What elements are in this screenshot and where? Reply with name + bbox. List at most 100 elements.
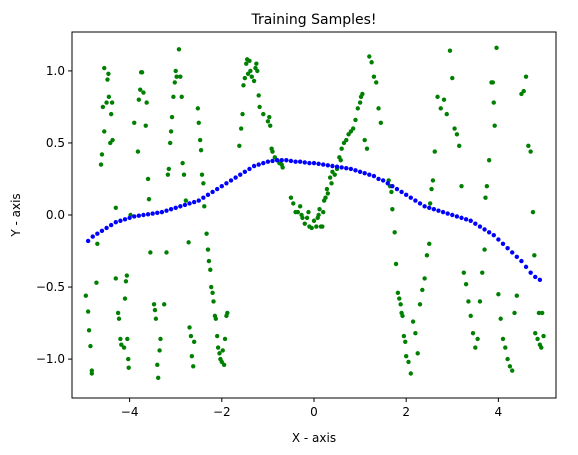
data-point [307, 160, 312, 166]
data-point [325, 163, 331, 168]
data-point [224, 181, 229, 186]
data-point [401, 333, 407, 339]
data-point [116, 316, 122, 321]
data-point [241, 83, 246, 88]
data-point [300, 215, 305, 221]
data-point [102, 65, 107, 71]
data-point [355, 106, 360, 111]
data-point [385, 181, 390, 186]
data-point [532, 253, 537, 258]
data-point [408, 195, 413, 200]
data-point [417, 302, 423, 307]
data-point [450, 212, 455, 218]
data-point [238, 126, 244, 131]
data-point [325, 191, 331, 196]
data-point [466, 299, 471, 304]
data-point [376, 106, 381, 111]
data-point [95, 231, 100, 236]
data-point [330, 163, 335, 169]
data-point [480, 270, 485, 275]
data-point [344, 137, 349, 143]
data-point [109, 100, 115, 105]
data-point [427, 201, 433, 206]
data-point [367, 54, 372, 59]
data-point [440, 209, 446, 215]
data-point [215, 186, 220, 192]
data-point [225, 310, 230, 316]
data-point [99, 228, 105, 234]
data-point [181, 172, 187, 177]
data-point [468, 218, 473, 223]
data-point [146, 196, 152, 202]
data-point [539, 345, 544, 350]
data-point [138, 87, 143, 92]
data-point [500, 336, 506, 342]
data-point [403, 339, 408, 344]
data-point [145, 176, 151, 182]
data-point [447, 48, 453, 53]
data-point [83, 293, 89, 298]
data-point [528, 149, 533, 154]
data-point [400, 313, 405, 319]
data-point [483, 195, 488, 200]
data-point [362, 137, 367, 143]
x-axis-label: X - axis [292, 431, 336, 445]
data-point [334, 164, 340, 169]
data-point [450, 75, 455, 81]
data-point [208, 267, 213, 272]
data-point [369, 60, 374, 65]
data-point [248, 68, 253, 74]
data-point [242, 75, 248, 81]
data-point [338, 158, 343, 163]
data-point [422, 204, 427, 209]
data-point [215, 333, 220, 339]
data-point [528, 270, 533, 275]
data-point [324, 186, 330, 192]
data-point [169, 114, 175, 120]
data-point [161, 302, 167, 307]
data-point [108, 222, 114, 228]
data-point [332, 172, 337, 177]
data-point [106, 94, 112, 100]
data-point [507, 364, 513, 369]
data-point [523, 264, 529, 270]
data-point [371, 173, 377, 179]
data-point [132, 120, 137, 125]
data-point [202, 204, 207, 209]
data-point [288, 158, 294, 164]
data-point [406, 359, 411, 365]
data-point [519, 258, 524, 264]
data-point [432, 149, 437, 154]
data-point [136, 213, 142, 218]
data-point [217, 351, 222, 356]
data-point [110, 137, 115, 143]
data-point [484, 183, 490, 189]
data-point [344, 165, 349, 171]
data-point [256, 93, 261, 98]
data-point [505, 245, 510, 251]
y-tick-label: 0.5 [46, 136, 65, 150]
data-point [180, 160, 185, 166]
data-point [316, 212, 321, 218]
data-point [427, 241, 432, 247]
data-point [539, 310, 545, 316]
data-point [132, 214, 137, 219]
data-point [357, 100, 363, 105]
data-point [254, 61, 259, 66]
data-point [183, 198, 189, 203]
data-point [397, 296, 402, 301]
data-point [135, 149, 141, 154]
data-point [85, 309, 91, 314]
data-point [157, 348, 162, 353]
data-point [463, 217, 469, 222]
data-point [353, 168, 358, 173]
data-point [119, 342, 124, 347]
data-point [468, 313, 473, 319]
data-point [362, 171, 367, 176]
data-point [113, 205, 118, 210]
data-point [302, 221, 307, 226]
data-point [304, 215, 310, 221]
data-point [353, 117, 358, 123]
data-point [420, 287, 425, 293]
data-point [124, 273, 130, 278]
